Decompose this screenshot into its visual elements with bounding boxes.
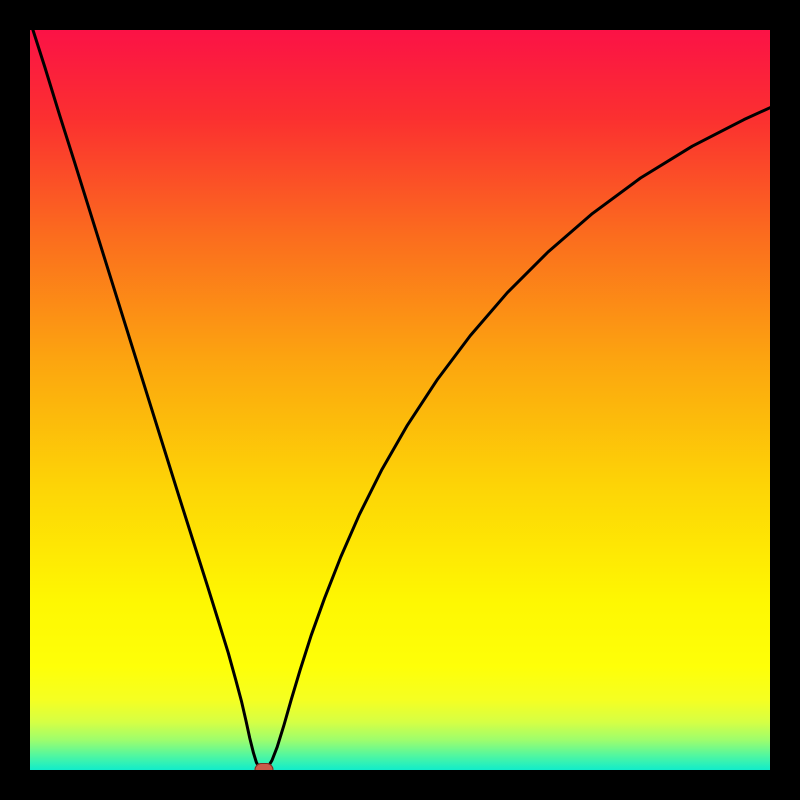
frame-left <box>0 0 30 800</box>
frame-right <box>770 0 800 800</box>
frame-bottom <box>0 770 800 800</box>
chart-container: TheBottleneck.com <box>0 0 800 800</box>
optimum-marker <box>254 763 273 770</box>
watermark-text: TheBottleneck.com <box>579 4 784 32</box>
bottleneck-curve <box>30 30 770 770</box>
plot-area <box>30 30 770 770</box>
